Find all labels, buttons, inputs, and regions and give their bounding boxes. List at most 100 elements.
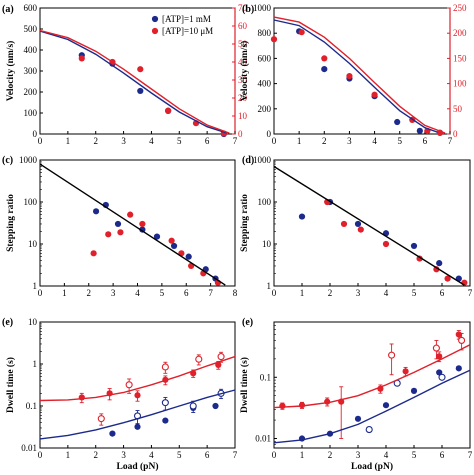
data-point	[161, 399, 169, 407]
y2-tick-label: 0	[238, 129, 243, 139]
y2-tick-label: 250	[453, 3, 467, 13]
y-axis-title: Velocity (nm/s)	[5, 41, 16, 102]
data-point	[382, 240, 390, 248]
plot-frame	[273, 321, 471, 449]
data-point	[455, 365, 462, 372]
data-point	[161, 363, 169, 371]
data-point	[436, 260, 443, 267]
y-tick-label: 0.01	[255, 434, 271, 444]
panel-tag: (a)	[2, 4, 14, 15]
x-tick-label: 7	[233, 450, 238, 460]
x-tick-label: 7	[208, 288, 213, 298]
x-tick-label: 6	[440, 450, 445, 460]
x-tick-label: 1	[300, 288, 305, 298]
y-axis-title: Velocity (nm/s)	[239, 41, 250, 102]
x-tick-label: 4	[149, 136, 154, 146]
x-tick-label: 2	[322, 136, 327, 146]
series-line	[39, 389, 236, 440]
x-tick-label: 1	[66, 450, 71, 460]
data-point	[298, 213, 306, 220]
x-tick-label: 1	[297, 136, 302, 146]
x-tick-label: 1	[66, 136, 71, 146]
legend-label: [ATP]=10 μM	[162, 26, 213, 36]
data-point	[185, 253, 192, 260]
y2-tick-label: 20	[238, 93, 248, 103]
series-line	[273, 344, 471, 409]
x-tick-label: 6	[205, 136, 210, 146]
x-tick-label: 3	[347, 136, 352, 146]
y-tick-label: 0.01	[21, 443, 37, 453]
y-tick-label: 400	[258, 79, 272, 89]
data-point	[402, 368, 409, 375]
y-tick-label: 0.1	[260, 372, 271, 382]
x-axis-title: Load (pN)	[351, 461, 393, 472]
y-tick-label: 400	[24, 45, 38, 55]
y-tick-label: 1	[33, 281, 38, 291]
y-tick-label: 1000	[253, 155, 272, 165]
y-axis-title: Dwell time (s)	[239, 357, 250, 413]
legend-marker	[151, 27, 159, 35]
data-point	[438, 373, 446, 381]
y-tick-label: 10	[28, 239, 38, 249]
plot-frame	[39, 321, 236, 449]
series-line	[273, 16, 446, 134]
x-tick-label: 6	[440, 288, 445, 298]
data-point	[444, 275, 451, 282]
x-tick-label: 8	[233, 288, 238, 298]
panel-b: (b)0 1 2 3 4 5 6 702004006008001000050100150200…	[239, 3, 467, 146]
x-tick-label: 2	[328, 450, 333, 460]
x-tick-label: 0	[272, 288, 277, 298]
data-point	[346, 72, 353, 80]
x-tick-label: 3	[121, 450, 126, 460]
y-tick-label: 200	[24, 87, 38, 97]
data-point	[78, 55, 85, 62]
x-tick-label: 0	[272, 450, 277, 460]
y-tick-label: 200	[258, 104, 272, 114]
x-tick-label: 5	[160, 288, 165, 298]
data-point	[137, 87, 144, 95]
y-axis-title: Stepping ratio	[240, 194, 250, 252]
x-tick-label: 5	[412, 288, 417, 298]
y2-tick-label: 10	[238, 111, 248, 121]
legend-marker	[151, 15, 159, 23]
data-point	[162, 417, 169, 424]
data-point	[165, 107, 172, 114]
data-point	[117, 229, 124, 236]
panel-tag: (d)	[242, 155, 254, 166]
x-tick-label: 4	[384, 450, 389, 460]
x-tick-label: 0	[38, 450, 43, 460]
x-tick-label: 7	[468, 450, 473, 460]
y-tick-label: 300	[24, 66, 38, 76]
data-point	[324, 398, 331, 405]
y2-tick-label: 50	[453, 104, 463, 114]
y2-tick-label: 50	[238, 39, 248, 49]
data-point	[455, 331, 462, 338]
panel-a: (a)0 1 2 3 4 5 6 701002003004005006000102030405…	[2, 3, 248, 146]
data-point	[153, 233, 161, 240]
x-tick-label: 5	[412, 450, 417, 460]
data-point	[134, 392, 141, 399]
data-point	[134, 423, 141, 430]
legend-label: [ATP]=1 mM	[162, 14, 211, 24]
series-line	[39, 30, 227, 134]
data-point	[105, 231, 112, 238]
series-line	[39, 29, 230, 134]
y-tick-label: 0	[267, 129, 272, 139]
x-tick-label: 3	[121, 136, 126, 146]
data-point	[365, 426, 373, 434]
x-tick-label: 7	[448, 136, 453, 146]
y2-tick-label: 200	[453, 28, 467, 38]
y-tick-label: 100	[24, 197, 38, 207]
y2-tick-label: 30	[238, 75, 248, 85]
data-point	[168, 237, 175, 244]
x-tick-label: 3	[356, 450, 361, 460]
x-tick-label: 2	[93, 450, 98, 460]
x-tick-label: 0	[272, 136, 277, 146]
x-tick-label: 0	[38, 136, 43, 146]
x-tick-label: 4	[372, 136, 377, 146]
series-line	[39, 355, 236, 402]
data-point	[394, 118, 401, 126]
